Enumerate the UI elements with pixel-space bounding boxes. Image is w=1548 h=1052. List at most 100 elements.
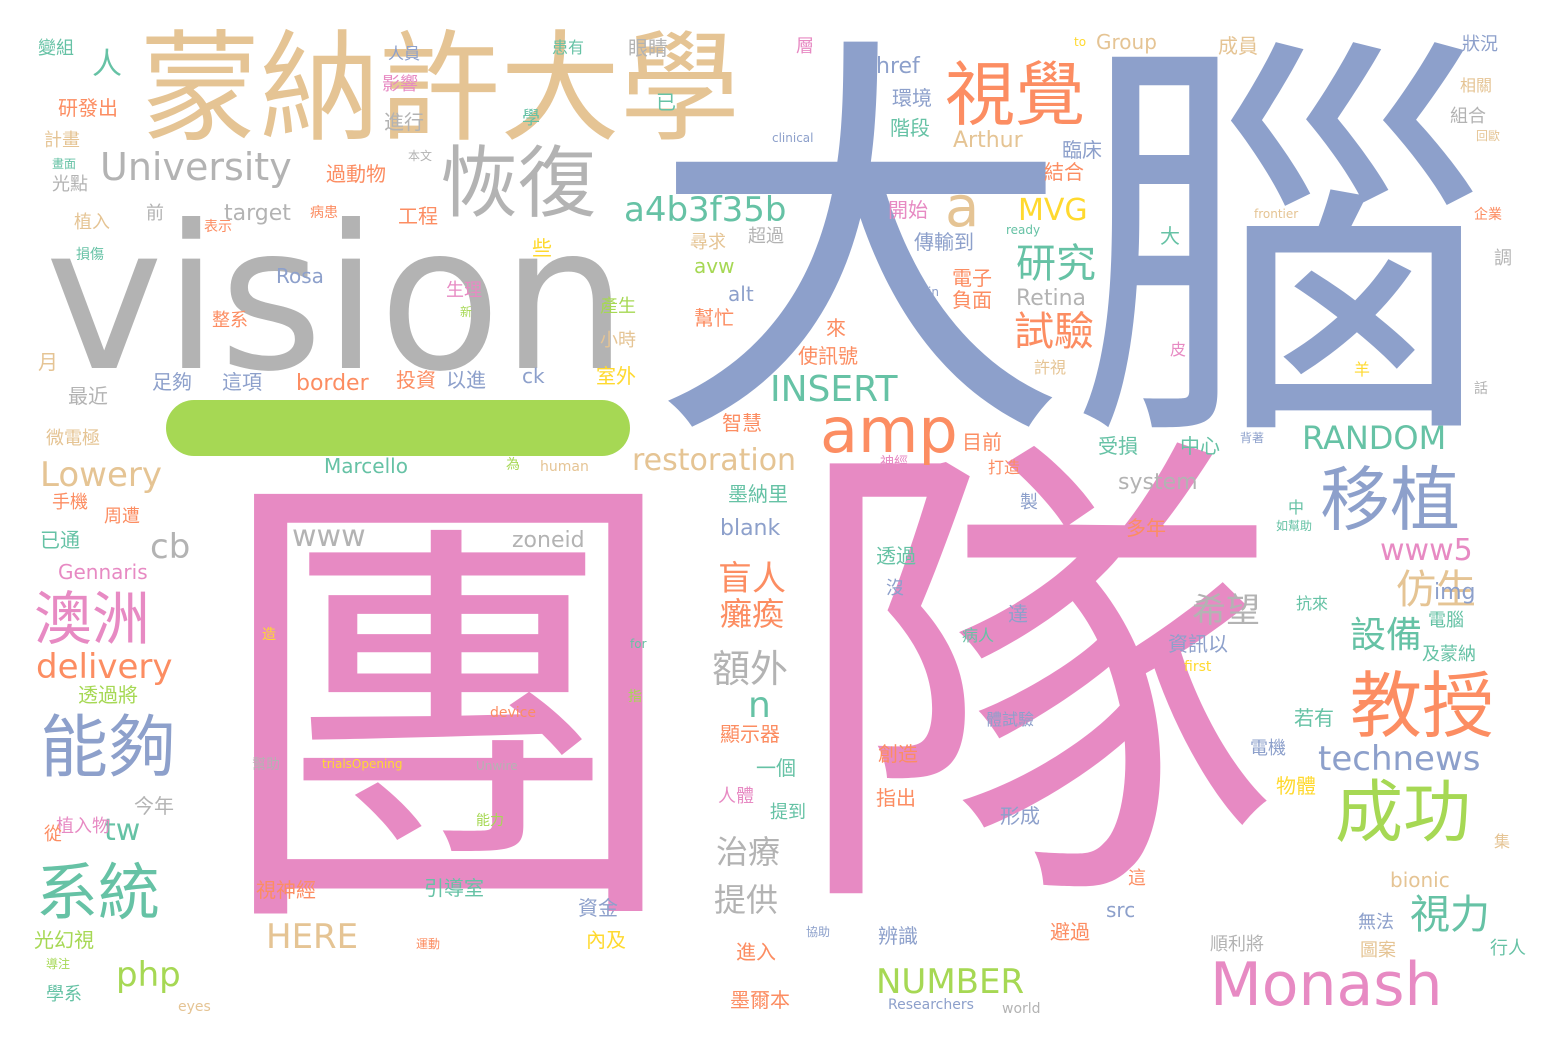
word-shousun: 受損 [1098,434,1138,458]
word-fumian: 負面 [952,288,992,312]
word-zhong: 中 [1288,498,1305,517]
word-xitong: 系統 [36,856,161,929]
word-ruoyou: 若有 [1294,706,1334,730]
word-group: Group [1096,30,1157,54]
word-yundong: 運動 [416,937,441,951]
word-tidao: 提到 [770,802,806,823]
dash-mark [166,400,630,456]
word-tigong: 提供 [714,881,779,919]
word-shili: 視力 [1410,892,1490,938]
word-avw: avw [694,254,735,278]
word-in: in [928,285,939,299]
word-ji: 集 [1494,832,1511,851]
word-xianshiqi: 顯示器 [720,722,780,746]
word-shouji: 手機 [52,492,88,513]
word-huiou: 回歐 [1476,129,1501,143]
word-monali: 墨納里 [728,482,788,506]
word-arthur: Arthur [953,128,1023,153]
word-www5: www5 [1380,533,1473,568]
word-chansheng: 產生 [600,296,636,317]
word-zhengxi: 整系 [212,310,248,331]
word-zhuangkuang: 狀況 [1462,34,1498,55]
word-href: href [876,54,920,79]
word-yanfachu: 研發出 [58,96,118,120]
word-xiezhu: 協助 [806,925,831,939]
word-kaishi: 開始 [888,198,928,222]
word-mvg: MVG [1018,193,1088,228]
word-a: a [945,175,980,240]
word-bangzhu: 幫助 [252,757,280,773]
word-bingren: 病人 [962,626,995,645]
word-www: www [292,519,366,554]
word-chaoguo: 超過 [748,226,784,247]
word-vision: vision [45,183,628,416]
word-bianshi: 辨識 [878,924,918,948]
word-weidianji: 微電極 [46,428,100,449]
word-here: HERE [266,917,359,957]
word-src: src [1106,898,1136,922]
word-jihua: 計畫 [44,130,80,151]
word-qian: 前 [146,203,164,224]
word-xushi: 許視 [1034,358,1067,377]
word-frontier: frontier [1254,207,1299,221]
word-zuhe: 組合 [1450,106,1486,127]
word-ceng: 層 [796,36,814,57]
word-pi: 皮 [1170,340,1187,359]
word-yi: 已 [656,90,676,114]
word-to: to [1074,35,1087,49]
word-zugou: 足夠 [152,370,192,394]
word-wuti: 物體 [1276,774,1316,798]
word-lai: 來 [826,316,846,340]
word-xiwang: 希望 [1192,591,1260,631]
word-yue: 月 [38,350,58,374]
word-bianzu: 變組 [38,38,74,59]
word-touguo: 透過 [876,544,916,568]
word-guanghuanshi: 光幻視 [34,928,94,952]
word-amp: amp [820,394,958,467]
word-unwire: Unwire [476,759,518,773]
word-duonian: 多年 [1126,516,1166,540]
word-shishenjing: 視神經 [256,878,316,902]
word-zuijin: 最近 [68,384,108,408]
word-renyuan: 人員 [388,44,421,63]
word-shengli: 生理 [446,280,482,301]
word-renti: 人體 [718,786,754,807]
word-trialsopening: trialsOpening [322,757,403,771]
word-yang: 羊 [1354,360,1371,379]
word-danao: 大腦 [650,5,1490,494]
word-zhiruwu: 植入物 [56,816,110,837]
word-yige: 一個 [756,756,796,780]
word-xuexi: 學系 [46,984,82,1005]
word-zoneid: zoneid [512,528,585,553]
word-shiwai: 室外 [596,364,636,388]
word-muqian: 目前 [962,430,1002,454]
word-linchuang: 臨床 [1062,138,1102,162]
word-binghuan: 病患 [310,205,338,221]
word-fangsheng: 仿生 [1396,567,1476,613]
word-da-big: 大 [1160,224,1180,248]
word-php: php [116,955,181,995]
word-daozhu: 導注 [46,957,71,971]
word-chengyuan: 成員 [1218,34,1258,58]
word-huifu: 恢復 [440,139,597,229]
word-marcello: Marcello [324,454,408,478]
word-device: device [490,705,536,721]
word-neiji: 內及 [586,928,626,952]
word-zhiru: 植入 [74,212,110,233]
word-ren: 人 [92,47,122,82]
word-yizhi: 移植 [1320,459,1460,541]
word-bangmang: 幫忙 [694,306,734,330]
word-xin: 新 [460,305,473,319]
word-zhongxin: 中心 [1180,434,1220,458]
word-shenjing: 神經 [880,455,908,471]
word-yindaoshi: 引導室 [424,876,484,900]
word-diao: 調 [1494,248,1512,269]
word-monash-university-zh: 蒙納許大學 [140,20,740,159]
word-blank: blank [720,516,781,541]
word-nenggou: 能夠 [40,709,177,788]
word-restoration: restoration [632,443,797,478]
word-ck: ck [522,364,545,388]
word-shunlijiang: 順利將 [1210,934,1264,955]
word-aozhou: 澳洲 [34,585,151,653]
word-monash: Monash [1210,950,1443,1020]
